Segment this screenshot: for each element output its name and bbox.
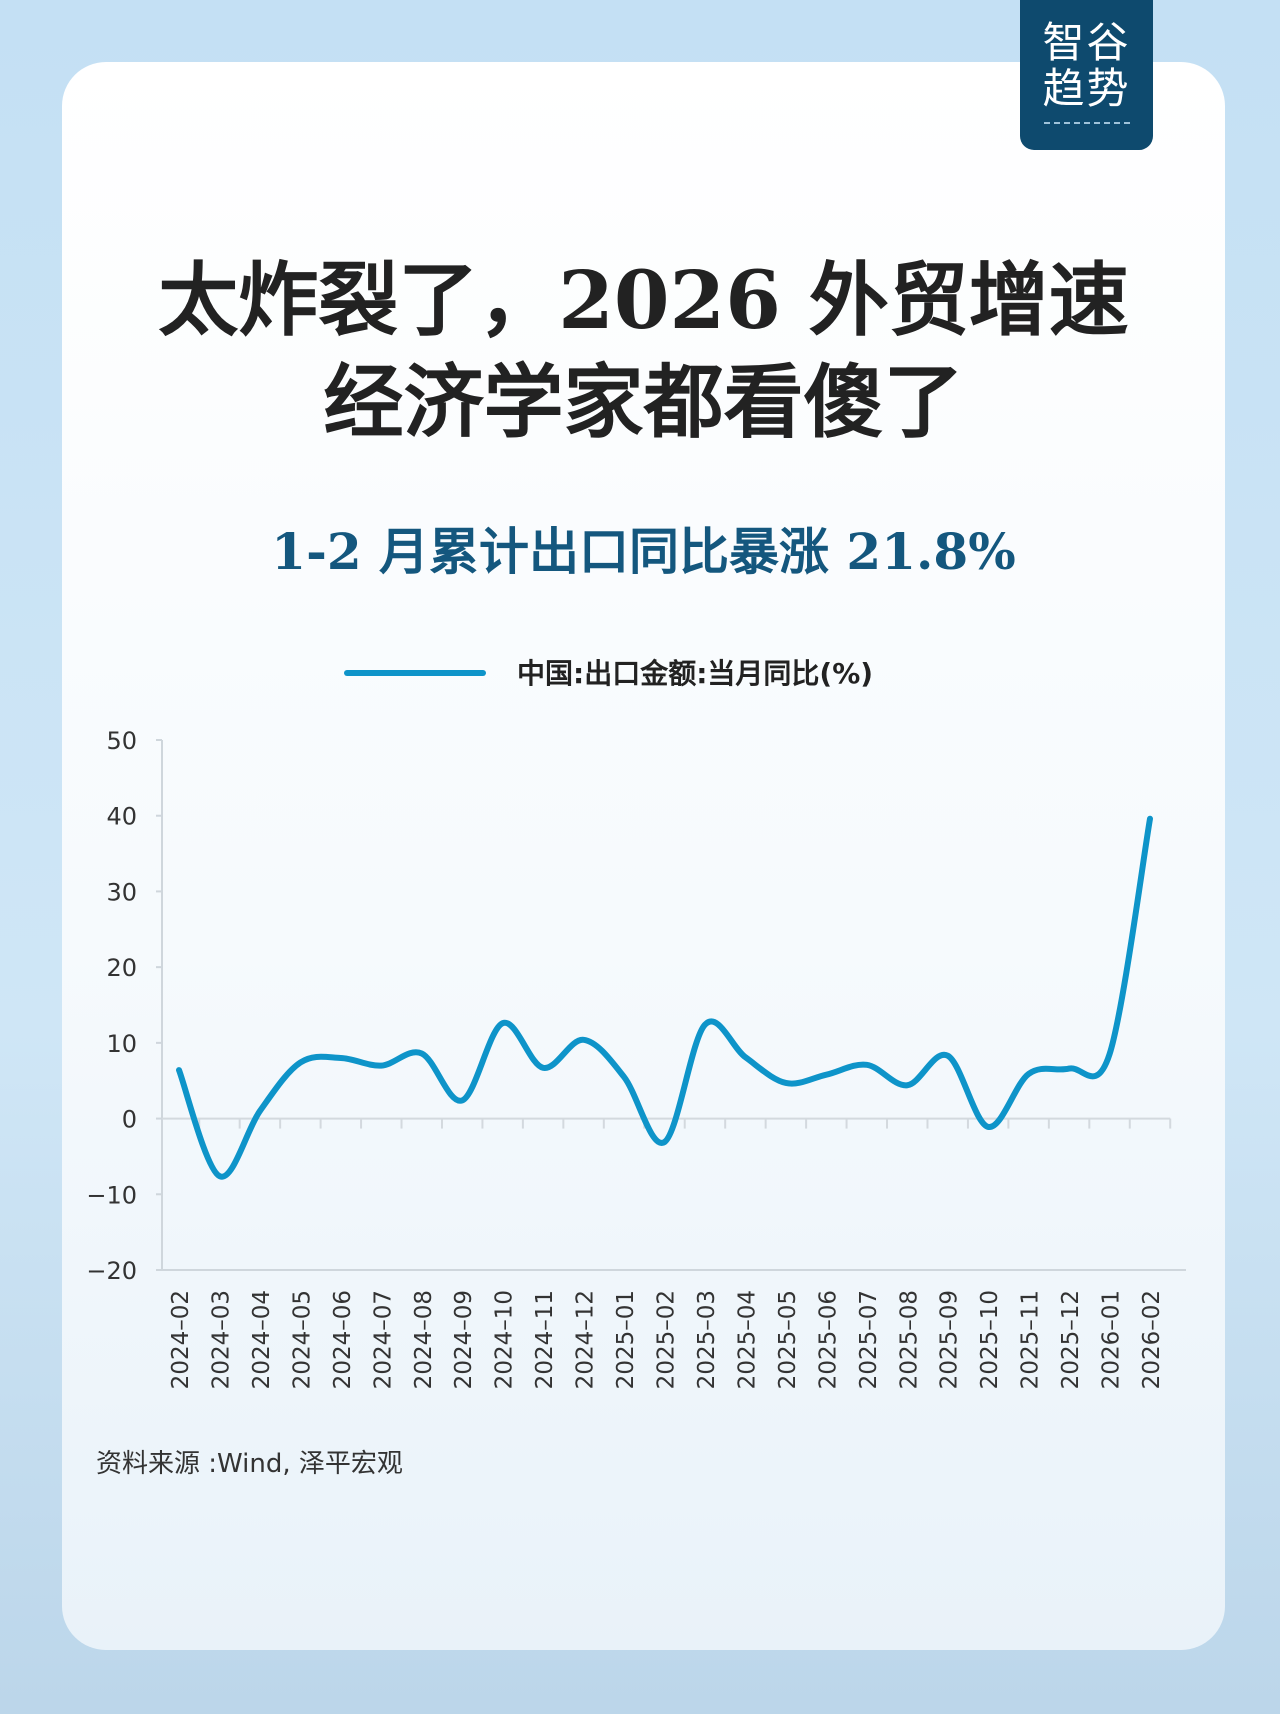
x-tick-label: 2024–08 (411, 1290, 437, 1389)
y-tick-label: −10 (86, 1181, 137, 1209)
x-tick-label: 2025–01 (613, 1290, 639, 1389)
legend-label: 中国:出口金额:当月同比(%) (517, 657, 873, 690)
y-tick-label: 10 (106, 1030, 137, 1058)
x-tick-label: 2024–12 (573, 1290, 599, 1389)
card (62, 62, 1225, 1650)
x-tick-label: 2025–09 (937, 1290, 963, 1389)
x-tick-label: 2024–09 (451, 1290, 477, 1389)
x-tick-label: 2024–11 (532, 1290, 558, 1389)
x-tick-label: 2024–10 (492, 1290, 518, 1389)
source-note: 资料来源 :Wind, 泽平宏观 (96, 1449, 403, 1479)
headline-line-2: 经济学家都看傻了 (323, 355, 964, 449)
x-tick-label: 2026–01 (1099, 1290, 1125, 1389)
x-tick-label: 2025–10 (977, 1290, 1003, 1389)
x-tick-label: 2024–02 (168, 1290, 194, 1389)
y-tick-label: −20 (86, 1257, 137, 1285)
x-tick-label: 2024–06 (330, 1290, 356, 1389)
logo-line-2: 趋势 (1042, 64, 1131, 113)
brand-logo: 智谷 趋势 (1020, 0, 1153, 150)
x-tick-label: 2024–03 (208, 1290, 234, 1389)
x-tick-label: 2025–05 (775, 1290, 801, 1389)
y-tick-label: 40 (106, 803, 137, 831)
x-tick-label: 2024–04 (249, 1290, 275, 1389)
y-tick-label: 20 (106, 954, 137, 982)
series-line (176, 815, 1153, 1180)
y-tick-label: 0 (122, 1106, 137, 1134)
x-tick-label: 2024–05 (289, 1290, 315, 1389)
x-tick-label: 2025–04 (734, 1290, 760, 1389)
headline-line-1: 太炸裂了，2026 外贸增速 (158, 253, 1129, 347)
x-tick-label: 2025–08 (896, 1290, 922, 1389)
x-tick-label: 2026–02 (1139, 1290, 1165, 1389)
x-tick-label: 2025–06 (815, 1290, 841, 1389)
y-tick-label: 50 (106, 727, 137, 755)
x-tick-label: 2025–07 (856, 1290, 882, 1389)
x-tick-label: 2025–02 (654, 1290, 680, 1389)
logo-line-1: 智谷 (1042, 18, 1131, 67)
x-tick-label: 2025–12 (1058, 1290, 1084, 1389)
logo-divider (1043, 122, 1130, 124)
x-tick-label: 2025–11 (1018, 1290, 1044, 1389)
x-tick-label: 2025–03 (694, 1290, 720, 1389)
x-tick-label: 2024–07 (370, 1290, 396, 1389)
y-tick-label: 30 (106, 878, 137, 906)
subtitle: 1-2 月累计出口同比暴涨 21.8% (271, 522, 1016, 581)
